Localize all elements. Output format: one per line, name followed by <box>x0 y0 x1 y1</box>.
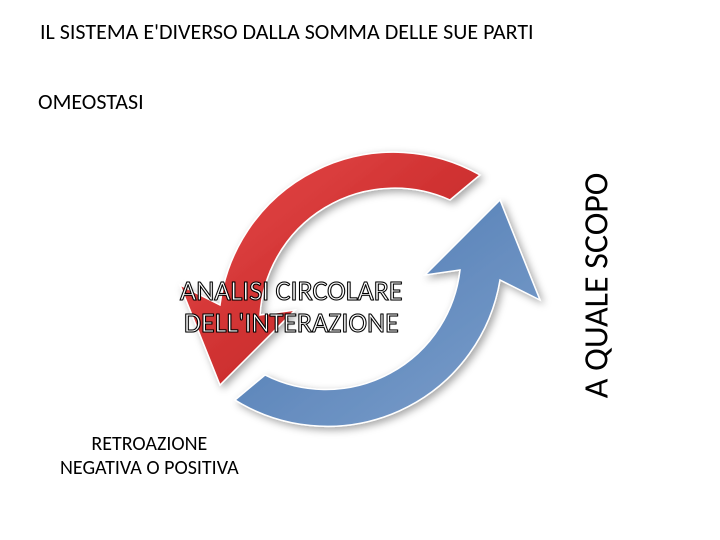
slide: IL SISTEMA E'DIVERSO DALLA SOMMA DELLE S… <box>0 0 720 540</box>
center-line-1: ANALISI CIRCOLARE <box>180 275 403 307</box>
center-line-2: DELL'INTERAZIONE <box>180 307 403 339</box>
label-omeostasi: OMEOSTASI <box>38 88 144 115</box>
page-title: IL SISTEMA E'DIVERSO DALLA SOMMA DELLE S… <box>40 18 534 45</box>
retro-line-2: NEGATIVA O POSITIVA <box>60 456 239 480</box>
center-label: ANALISI CIRCOLARE DELL'INTERAZIONE <box>180 275 403 339</box>
label-right-vertical: A QUALE SCOPO <box>577 173 618 399</box>
retro-line-1: RETROAZIONE <box>60 432 239 456</box>
label-retroazione: RETROAZIONE NEGATIVA O POSITIVA <box>60 432 239 480</box>
